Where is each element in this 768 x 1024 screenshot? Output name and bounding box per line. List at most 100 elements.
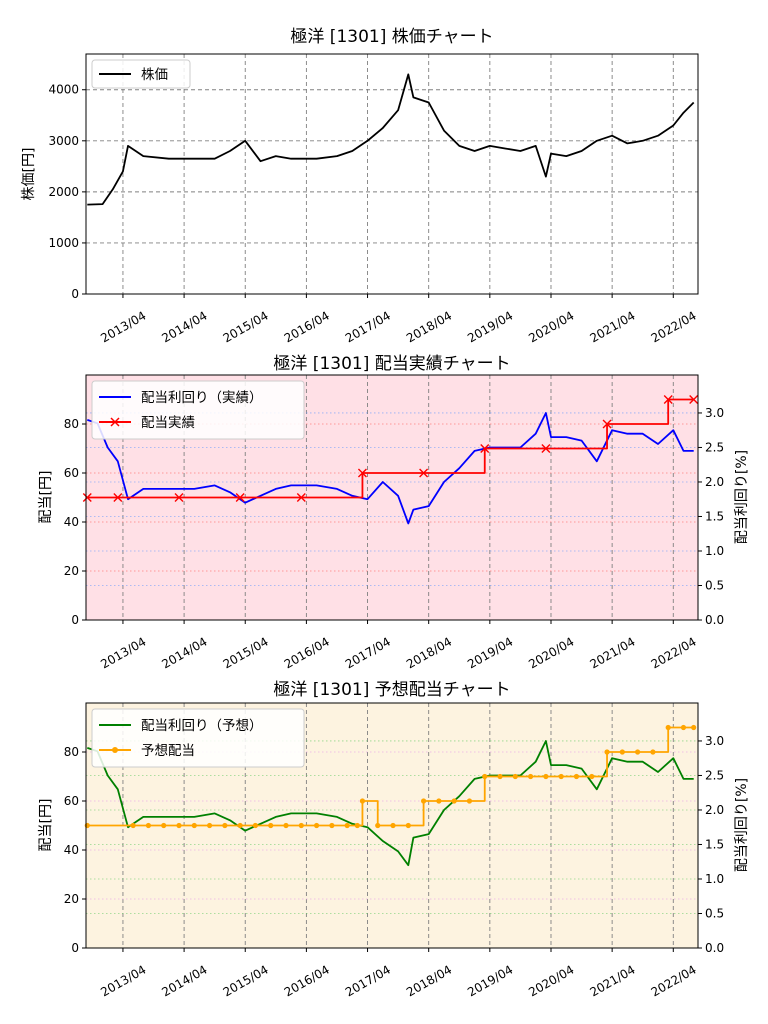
forecast-dividend-point-marker bbox=[130, 822, 136, 829]
forecast-dividend-legend: 配当利回り（予想） 予想配当 bbox=[91, 708, 305, 768]
forecast-dividend-y-ticks: 0 20 40 60 80 bbox=[64, 745, 86, 955]
forecast-dividend-point-marker bbox=[329, 822, 335, 829]
y2-tick-label: 0.0 bbox=[705, 941, 724, 955]
actual-dividend-legend: 配当利回り（実績） 配当実績 bbox=[91, 380, 305, 440]
actual-dividend-chart-title: 極洋 [1301] 配当実績チャート bbox=[273, 354, 510, 374]
y2-tick-label: 3.0 bbox=[705, 734, 724, 748]
forecast-dividend-point-marker bbox=[161, 822, 167, 829]
y-tick-label: 0 bbox=[71, 287, 79, 301]
y2-tick-label: 2.5 bbox=[705, 440, 724, 454]
y-tick-label: 60 bbox=[64, 794, 79, 808]
forecast-dividend-series bbox=[84, 724, 697, 867]
forecast-dividend-point-marker bbox=[298, 822, 304, 829]
forecast-dividend-point-marker bbox=[375, 822, 381, 829]
y2-tick-label: 1.5 bbox=[705, 837, 724, 851]
y-tick-label: 20 bbox=[64, 564, 79, 578]
forecast-dividend-point-marker bbox=[436, 798, 442, 804]
actual-dividend-y-ticks: 0 20 40 60 80 bbox=[64, 417, 86, 627]
actual-dividend-axes-frame bbox=[85, 374, 699, 621]
actual-dividend-y-axis-label: 配当[円] bbox=[38, 471, 54, 524]
actual-dividend-legend-marker bbox=[110, 417, 120, 427]
dividend-point-marker bbox=[357, 468, 367, 478]
forecast-dividend-point-marker bbox=[543, 773, 549, 780]
forecast-dividend-point-marker bbox=[390, 822, 396, 829]
y2-tick-label: 0.5 bbox=[705, 906, 724, 920]
forecast-dividend-point-marker bbox=[252, 822, 259, 829]
y-tick-label: 60 bbox=[64, 466, 79, 480]
forecast-dividend-point-marker bbox=[497, 773, 503, 780]
forecast-dividend-point-marker bbox=[466, 798, 473, 804]
forecast-dividend-point-marker bbox=[665, 724, 671, 731]
forecast-dividend-point-marker bbox=[344, 822, 350, 829]
actual-yield-y2-ticks: 0.0 0.5 1.0 1.5 2.0 2.5 3.0 bbox=[698, 406, 724, 627]
y-tick-label: 3000 bbox=[48, 134, 79, 148]
price-axes-frame bbox=[85, 53, 699, 295]
forecast-dividend-point-marker bbox=[558, 773, 564, 780]
forecast-dividend-point-marker bbox=[680, 724, 687, 731]
price-chart-title: 極洋 [1301] 株価チャート bbox=[290, 27, 493, 47]
y2-tick-label: 1.0 bbox=[705, 872, 724, 886]
actual-dividend-legend-label: 配当実績 bbox=[141, 415, 195, 431]
y-tick-label: 40 bbox=[64, 843, 79, 857]
price-series-line bbox=[87, 73, 695, 206]
y-tick-label: 80 bbox=[64, 745, 79, 759]
dividend-point-marker bbox=[419, 468, 429, 478]
y-tick-label: 0 bbox=[71, 941, 79, 955]
forecast-dividend-point-marker bbox=[573, 773, 580, 780]
actual-yield-y2-axis-label: 配当利回り[%] bbox=[734, 450, 750, 544]
y2-tick-label: 3.0 bbox=[705, 406, 724, 420]
forecast-dividend-point-marker bbox=[191, 822, 197, 829]
dividend-point-marker bbox=[82, 493, 92, 502]
forecast-yield-y2-axis-label: 配当利回り[%] bbox=[734, 778, 750, 872]
dividend-point-marker bbox=[602, 419, 612, 429]
price-series bbox=[87, 73, 695, 206]
dividend-series-line bbox=[87, 398, 694, 499]
y-tick-label: 4000 bbox=[48, 83, 79, 97]
dividend-point-marker bbox=[480, 444, 490, 453]
price-y-axis-label: 株価[円] bbox=[21, 148, 37, 201]
actual-yield-legend-label: 配当利回り（実績） bbox=[141, 390, 263, 406]
y-tick-label: 0 bbox=[71, 613, 79, 627]
forecast-dividend-point-marker bbox=[145, 822, 152, 829]
yield-series-line bbox=[87, 412, 694, 525]
price-legend-label: 株価 bbox=[141, 67, 168, 83]
forecast-dividend-point-marker bbox=[619, 749, 625, 755]
y-tick-label: 2000 bbox=[48, 185, 79, 199]
forecast-dividend-point-marker bbox=[359, 798, 366, 804]
forecast-dividend-point-marker bbox=[604, 749, 610, 755]
dividend-point-marker bbox=[113, 493, 123, 502]
forecast-dividend-legend-marker bbox=[112, 747, 118, 753]
forecast-dividend-legend-label: 予想配当 bbox=[141, 743, 195, 759]
forecast-dividend-point-marker bbox=[589, 773, 595, 780]
price-legend-box bbox=[91, 59, 191, 89]
forecast-dividend-point-marker bbox=[635, 749, 641, 755]
forecast-dividend-point-marker bbox=[482, 773, 488, 780]
actual-dividend-series bbox=[82, 395, 699, 525]
forecast-dividend-y-axis-label: 配当[円] bbox=[38, 799, 54, 852]
dividend-point-marker bbox=[296, 493, 306, 502]
forecast-dividend-point-marker bbox=[354, 822, 360, 829]
price-y-ticks: 0 1000 2000 3000 4000 bbox=[48, 83, 86, 301]
forecast-dividend-point-marker bbox=[691, 724, 697, 731]
actual-dividend-legend-box bbox=[91, 380, 305, 440]
forecast-dividend-legend-box bbox=[91, 708, 305, 768]
forecast-yield-y2-ticks: 0.0 0.5 1.0 1.5 2.0 2.5 3.0 bbox=[698, 734, 724, 955]
y2-tick-label: 0.5 bbox=[705, 578, 724, 592]
y-tick-label: 20 bbox=[64, 892, 79, 906]
price-legend: 株価 bbox=[91, 59, 191, 89]
forecast-dividend-point-marker bbox=[176, 822, 182, 829]
forecast-yield-legend-label: 配当利回り（予想） bbox=[141, 718, 263, 734]
forecast-dividend-point-marker bbox=[313, 822, 320, 829]
forecast-dividend-point-marker bbox=[405, 822, 411, 829]
dividend-point-marker bbox=[541, 444, 551, 453]
forecast-dividend-point-marker bbox=[206, 822, 213, 829]
forecast-dividend-point-marker bbox=[451, 798, 457, 804]
y2-tick-label: 1.0 bbox=[705, 544, 724, 558]
dividend-series-line bbox=[87, 726, 694, 827]
forecast-dividend-point-marker bbox=[512, 773, 518, 780]
forecast-dividend-chart-title: 極洋 [1301] 予想配当チャート bbox=[273, 680, 510, 700]
actual-dividend-gridlines bbox=[86, 375, 698, 621]
forecast-dividend-axes-frame bbox=[85, 702, 699, 949]
dividend-point-marker bbox=[663, 395, 673, 404]
